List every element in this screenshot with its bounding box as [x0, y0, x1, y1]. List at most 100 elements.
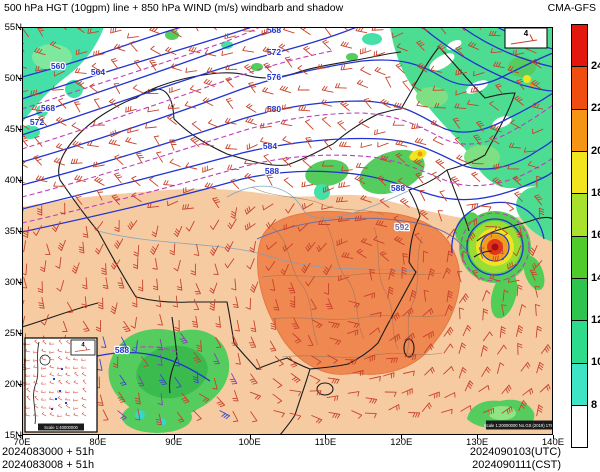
colorbar-segment	[571, 66, 588, 110]
colorbar-segment	[571, 405, 588, 449]
colorbar-segment	[571, 278, 588, 322]
wind-barb	[245, 117, 257, 125]
wind-barb	[244, 158, 257, 165]
wind-barb	[470, 87, 483, 93]
wind-barb	[443, 326, 454, 337]
wind-barb	[373, 235, 385, 244]
wind-barb	[25, 349, 31, 353]
wind-barb	[245, 103, 257, 113]
wind-barb	[417, 63, 428, 73]
wind-barb	[430, 119, 443, 128]
wind-barb	[529, 245, 538, 257]
wind-barb	[78, 241, 85, 254]
wind-barb	[388, 404, 400, 411]
wind-barb	[45, 243, 51, 256]
wind-barb	[58, 379, 63, 385]
wind-barb	[169, 243, 176, 256]
colorbar-segment	[571, 320, 588, 364]
wind-barb	[57, 414, 63, 417]
contour-592-line	[256, 217, 471, 258]
wind-barb	[507, 277, 520, 283]
lat-tick	[18, 384, 22, 385]
wind-barb	[478, 247, 485, 259]
wind-barb	[421, 402, 432, 412]
wind-barb	[130, 316, 137, 329]
wind-barb	[131, 175, 141, 187]
wind-barb	[224, 258, 235, 269]
wind-barb	[318, 219, 331, 225]
wind-barb	[221, 50, 234, 56]
wind-barb	[58, 98, 67, 109]
wind-barb	[81, 296, 87, 309]
wind-barb	[25, 413, 31, 417]
wind-barb	[25, 374, 31, 377]
map-note: Scale 1:20000000 No.GS (2019) 1786	[484, 420, 553, 430]
wind-barb	[288, 282, 296, 294]
wind-barb	[455, 68, 468, 76]
wind-barb	[244, 206, 256, 215]
wind-barb	[56, 280, 65, 292]
wind-barb	[531, 102, 544, 110]
wind-barb	[81, 372, 87, 377]
wind-barb	[389, 312, 400, 321]
wind-barb	[380, 98, 391, 109]
wind-barb	[321, 85, 334, 93]
wind-barb	[297, 85, 310, 91]
wind-barb	[455, 90, 467, 96]
wind-barb	[285, 203, 295, 214]
wind-barb	[303, 45, 313, 56]
wind-barb	[41, 348, 47, 353]
wind-barb	[57, 348, 63, 353]
wind-barb	[108, 139, 121, 146]
wind-barb	[266, 174, 273, 186]
colorbar-tick-label: 8	[591, 398, 598, 411]
wind-barb	[264, 106, 277, 113]
wind-barb	[414, 232, 423, 244]
wind-barb	[347, 391, 360, 397]
wind-barb	[74, 175, 87, 182]
wind-barb	[538, 207, 545, 220]
wind-barb	[402, 307, 414, 317]
wind-barb	[532, 128, 544, 135]
wind-barb	[117, 391, 126, 403]
wind-barb	[110, 129, 122, 138]
wind-barb	[373, 50, 386, 57]
wind-barb	[347, 321, 360, 329]
wind-barb	[341, 252, 354, 259]
wind-barb	[40, 314, 49, 326]
wind-barb	[206, 67, 219, 74]
wind-barb	[157, 354, 163, 366]
wind-barb	[132, 257, 139, 270]
contour-label: 564	[91, 67, 105, 77]
wind-barb	[413, 158, 424, 168]
colorbar-tick-label: 24	[591, 59, 600, 72]
height-contours	[22, 27, 553, 382]
wind-barb	[355, 162, 368, 169]
wind-barb	[93, 50, 105, 57]
wind-barb	[428, 391, 440, 399]
wind-barb	[262, 87, 274, 95]
wind-barb	[198, 393, 210, 403]
wind-barb	[52, 221, 61, 232]
wind-barb	[225, 98, 234, 109]
wind-barb	[393, 215, 403, 226]
wind-barb	[522, 388, 534, 396]
wind-barb	[131, 340, 138, 353]
wind-barb	[507, 164, 520, 170]
weather-map: 560564568572568572576580584588588588592 …	[22, 27, 553, 435]
wind-barb	[34, 395, 39, 401]
wind-barb	[82, 225, 89, 238]
wind-barb	[147, 106, 160, 113]
wind-barb	[176, 411, 185, 423]
wind-barb	[65, 365, 71, 369]
wind-barb	[117, 410, 127, 421]
wind-barb	[493, 163, 505, 171]
wind-barb	[414, 137, 427, 146]
wind-barb	[465, 232, 476, 242]
wind-barb	[263, 62, 272, 73]
wind-barb	[157, 314, 163, 326]
wind-barb	[174, 319, 180, 332]
wind-barb	[512, 175, 522, 186]
page-title: 500 hPa HGT (10gpm) line + 850 hPa WIND …	[4, 2, 344, 14]
